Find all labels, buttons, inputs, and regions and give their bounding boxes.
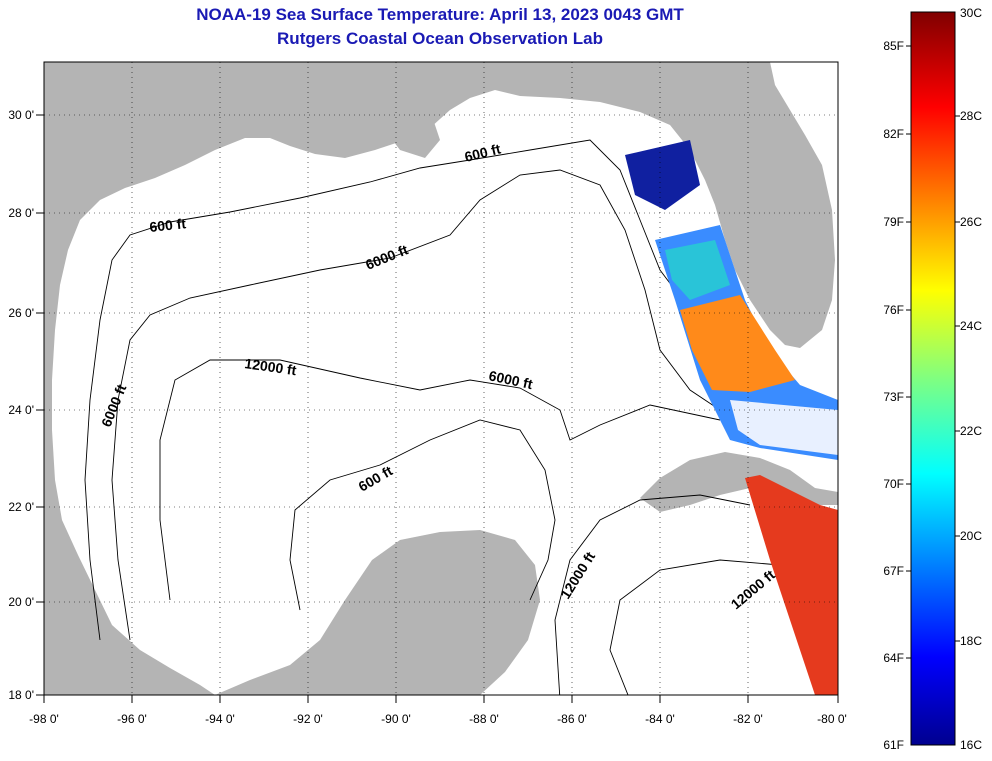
lon-label: -82 0' bbox=[733, 712, 763, 726]
lon-label: -84 0' bbox=[645, 712, 675, 726]
celsius-label: 16C bbox=[960, 738, 982, 752]
fahrenheit-label: 67F bbox=[883, 564, 904, 578]
fahrenheit-label: 73F bbox=[883, 390, 904, 404]
lat-label: 20 0' bbox=[8, 595, 34, 609]
colorbar-fahrenheit-labels: 85F 82F 79F 76F 73F 70F 67F 64F 61F bbox=[883, 39, 904, 752]
lon-label: -90 0' bbox=[381, 712, 411, 726]
bathymetry-contours bbox=[84, 139, 838, 695]
land-us-coast bbox=[44, 62, 835, 695]
lon-label: -80 0' bbox=[817, 712, 847, 726]
celsius-label: 22C bbox=[960, 424, 982, 438]
fahrenheit-label: 85F bbox=[883, 39, 904, 53]
lon-label: -96 0' bbox=[117, 712, 147, 726]
celsius-label: 24C bbox=[960, 319, 982, 333]
map-title: NOAA-19 Sea Surface Temperature: April 1… bbox=[196, 5, 684, 24]
lat-label: 30 0' bbox=[8, 108, 34, 122]
colorbar-celsius-labels: 30C 28C 26C 24C 22C 20C 18C 16C bbox=[960, 6, 982, 752]
lat-label: 24 0' bbox=[8, 403, 34, 417]
tick-marks bbox=[36, 114, 839, 703]
sst-swath-south bbox=[745, 475, 838, 695]
map-subtitle: Rutgers Coastal Ocean Observation Lab bbox=[277, 29, 603, 48]
lon-label: -86 0' bbox=[557, 712, 587, 726]
lon-label: -88 0' bbox=[469, 712, 499, 726]
fahrenheit-label: 61F bbox=[883, 738, 904, 752]
celsius-label: 26C bbox=[960, 215, 982, 229]
lon-label: -92 0' bbox=[293, 712, 323, 726]
colorbar-ticks bbox=[906, 45, 960, 659]
lat-label: 22 0' bbox=[8, 500, 34, 514]
colorbar bbox=[910, 11, 956, 746]
lat-label: 26 0' bbox=[8, 306, 34, 320]
map-frame bbox=[43, 61, 839, 696]
contour-label: 600 ft bbox=[149, 215, 187, 235]
fahrenheit-label: 64F bbox=[883, 651, 904, 665]
celsius-label: 20C bbox=[960, 529, 982, 543]
fahrenheit-label: 82F bbox=[883, 127, 904, 141]
lon-label: -98 0' bbox=[29, 712, 59, 726]
fahrenheit-label: 70F bbox=[883, 477, 904, 491]
land-yucatan bbox=[215, 530, 540, 695]
celsius-label: 18C bbox=[960, 634, 982, 648]
latitude-labels: 30 0' 28 0' 26 0' 24 0' 22 0' 20 0' 18 0… bbox=[8, 108, 34, 702]
graticule bbox=[44, 62, 838, 695]
contour-label: 12000 ft bbox=[244, 355, 298, 378]
longitude-labels: -98 0' -96 0' -94 0' -92 0' -90 0' -88 0… bbox=[29, 712, 847, 726]
sst-swath-east bbox=[625, 140, 838, 460]
land-delta bbox=[380, 95, 440, 158]
fahrenheit-label: 76F bbox=[883, 303, 904, 317]
lon-label: -94 0' bbox=[205, 712, 235, 726]
lat-label: 18 0' bbox=[8, 688, 34, 702]
celsius-label: 30C bbox=[960, 6, 982, 20]
celsius-label: 28C bbox=[960, 109, 982, 123]
fahrenheit-label: 79F bbox=[883, 215, 904, 229]
lat-label: 28 0' bbox=[8, 206, 34, 220]
